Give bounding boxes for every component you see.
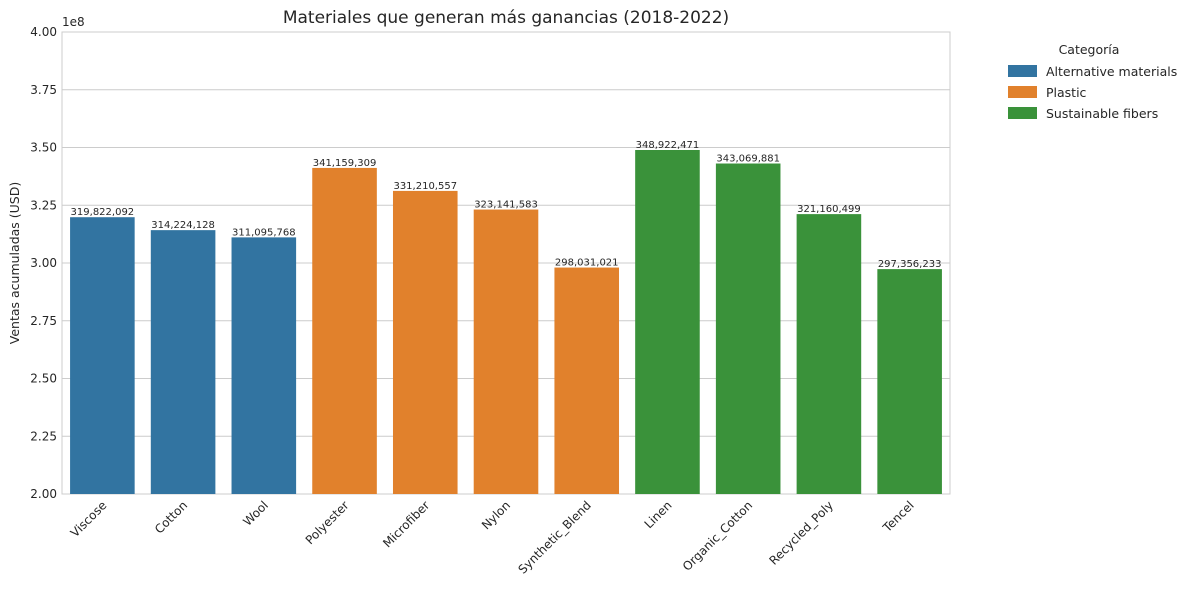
bar-value-label: 341,159,309: [313, 158, 377, 169]
legend-label: Sustainable fibers: [1046, 106, 1158, 121]
y-tick-label: 3.25: [30, 198, 57, 212]
y-tick-label: 2.00: [30, 487, 57, 501]
bar-organic-cotton: [715, 163, 781, 494]
y-tick-label: 2.50: [30, 372, 57, 386]
value-labels-group: 319,822,092 314,224,128 311,095,768 341,159…: [71, 140, 942, 270]
y-tick-label: 2.75: [30, 314, 57, 328]
legend-title: Categoría: [1059, 42, 1120, 57]
bar-microfiber: [392, 190, 458, 494]
bar-linen: [635, 149, 700, 495]
bar-wool: [231, 237, 297, 494]
bar-cotton: [150, 230, 216, 494]
bar-tencel: [877, 269, 942, 494]
bar-value-label: 323,141,583: [474, 200, 538, 211]
y-axis-offset-label: 1e8: [62, 15, 85, 29]
bar-value-label: 297,356,233: [878, 259, 942, 270]
bar-value-label: 343,069,881: [716, 154, 780, 165]
bar-value-label: 311,095,768: [232, 227, 296, 238]
y-tick-label: 2.25: [30, 429, 57, 443]
bar-value-label: 331,210,557: [393, 181, 457, 192]
bars-group: [70, 149, 942, 495]
bar-polyester: [312, 167, 377, 494]
legend: Categoría Alternative materials Plastic Su…: [1008, 42, 1177, 121]
legend-swatch: [1008, 107, 1037, 119]
bar-value-label: 321,160,499: [797, 204, 861, 215]
y-tick-label: 3.00: [30, 256, 57, 270]
legend-label: Plastic: [1046, 85, 1087, 100]
chart-title: Materiales que generan más ganancias (20…: [283, 8, 729, 28]
legend-swatch: [1008, 65, 1037, 77]
y-tick-label: 3.75: [30, 83, 57, 97]
y-tick-label: 4.00: [30, 25, 57, 39]
bar-synthetic-blend: [554, 267, 620, 494]
legend-swatch: [1008, 86, 1037, 98]
bar-nylon: [473, 209, 539, 494]
bar-value-label: 319,822,092: [71, 207, 135, 218]
y-axis-ticks: 2.00 2.25 2.50 2.75 3.00 3.25 3.50 3.75 4.00: [30, 25, 57, 501]
bar-viscose: [70, 217, 135, 494]
y-tick-label: 3.50: [30, 141, 57, 155]
bar-value-label: 348,922,471: [636, 140, 700, 151]
legend-label: Alternative materials: [1046, 64, 1177, 79]
bar-recycled-poly: [796, 214, 862, 494]
bar-value-label: 314,224,128: [151, 220, 215, 231]
y-axis-title: Ventas acumuladas (USD): [7, 182, 22, 344]
bar-value-label: 298,031,021: [555, 258, 619, 269]
